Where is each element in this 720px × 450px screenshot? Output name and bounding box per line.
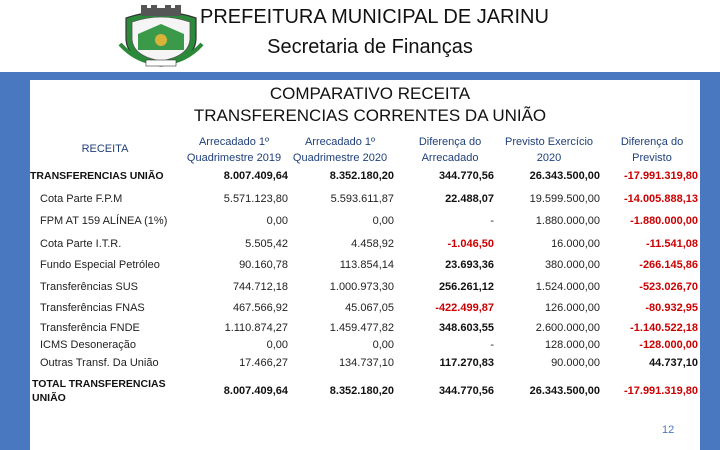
total-row-label: TOTAL TRANSFERENCIAS UNIÃO: [32, 378, 166, 404]
total-diferenca-previsto: -17.991.319,80: [623, 385, 698, 397]
cell-previsto: 19.599.500,00: [529, 193, 600, 205]
cell-arrecadado-2019: 744.712,18: [232, 281, 288, 293]
total-arrecadado-2020: 8.352.180,20: [329, 385, 394, 397]
cell-diferenca-previsto: -14.005.888,13: [623, 193, 698, 205]
page-number: 12: [662, 424, 675, 436]
column-header-arrecadado-2019: Arrecadado 1º Quadrimestre 2019: [186, 136, 282, 164]
cell-diferenca-previsto: -128.000,00: [639, 339, 698, 351]
department-subtitle: Secretaria de Finanças: [267, 36, 473, 58]
table-row: Cota Parte I.T.R. 5.505,42 4.458,92 -1.0…: [30, 238, 700, 258]
table-total-row: TOTAL TRANSFERENCIAS UNIÃO 8.007.409,64 …: [30, 377, 700, 409]
cell-arrecadado-2020: 1.459.477,82: [329, 322, 394, 334]
cell-previsto: 2.600.000,00: [535, 322, 600, 334]
cell-diferenca-arrecadado: -: [490, 215, 494, 227]
accent-band-left: [0, 72, 30, 450]
cell-previsto: 380.000,00: [544, 259, 600, 271]
table-row: Cota Parte F.P.M 5.571.123,80 5.593.611,…: [30, 193, 700, 213]
cell-previsto: 16.000,00: [551, 238, 600, 250]
cell-arrecadado-2020: 5.593.611,87: [330, 193, 394, 205]
table-row: Transferências SUS 744.712,18 1.000.973,…: [30, 281, 700, 301]
total-diferenca-arrecadado: 344.770,56: [438, 385, 494, 397]
cell-diferenca-arrecadado: -1.046,50: [447, 238, 494, 250]
table-row: ICMS Desoneração 0,00 0,00 - 128.000,00 …: [30, 339, 700, 359]
municipality-title: PREFEITURA MUNICIPAL DE JARINU: [200, 6, 549, 28]
cell-arrecadado-2019: 17.466,27: [239, 357, 288, 369]
cell-diferenca-arrecadado: -422.499,87: [435, 302, 494, 314]
cell-previsto: 1.524.000,00: [535, 281, 600, 293]
cell-diferenca-previsto: -11.541,08: [646, 238, 698, 250]
report-heading-line1: COMPARATIVO RECEITA: [269, 84, 471, 103]
table-row: Outras Transf. Da União 17.466,27 134.73…: [30, 357, 700, 377]
row-label: Outras Transf. Da União: [40, 357, 159, 369]
cell-previsto: 128.000,00: [544, 339, 600, 351]
cell-arrecadado-2020: 45.067,05: [345, 302, 394, 314]
column-header-diferenca-arrecadado: Diferença do Arrecadado: [418, 136, 482, 164]
column-header-diferenca-previsto: Diferença do Previsto: [620, 136, 684, 164]
column-header-arrecadado-2020: Arrecadado 1º Quadrimestre 2020: [292, 136, 388, 164]
total-previsto: 26.343.500,00: [529, 385, 600, 397]
cell-diferenca-arrecadado: 117.270,83: [439, 357, 494, 369]
cell-previsto: 1.880.000,00: [535, 215, 600, 227]
report-heading-line2: TRANSFERENCIAS CORRENTES DA UNIÃO: [193, 106, 547, 125]
row-label: Transferências FNAS: [40, 302, 145, 314]
content-sheet: [30, 80, 700, 450]
cell-previsto: 126.000,00: [544, 302, 600, 314]
cell-diferenca-arrecadado: 22.488,07: [445, 193, 494, 205]
accent-band-right: [700, 72, 720, 450]
cell-arrecadado-2020: 1.000.973,30: [329, 281, 394, 293]
table-row: Transferências FNAS 467.566,92 45.067,05…: [30, 302, 700, 322]
cell-arrecadado-2019: 5.571.123,80: [223, 193, 288, 205]
row-label: Transferência FNDE: [40, 322, 140, 334]
cell-previsto: 90.000,00: [551, 357, 600, 369]
cell-arrecadado-2019: 0,00: [266, 215, 288, 227]
cell-diferenca-previsto: 44.737,10: [649, 357, 698, 369]
cell-diferenca-previsto: -523.026,70: [639, 281, 698, 293]
cell-arrecadado-2019: 0,00: [266, 339, 288, 351]
cell-previsto: 26.343.500,00: [529, 170, 600, 182]
cell-diferenca-arrecadado: 344.770,56: [438, 170, 494, 182]
cell-arrecadado-2019: 467.566,92: [232, 302, 288, 314]
row-label: Transferências SUS: [40, 281, 139, 293]
table-row: FPM AT 159 ALÍNEA (1%) 0,00 0,00 - 1.880…: [30, 215, 700, 235]
cell-arrecadado-2019: 5.505,42: [245, 238, 288, 250]
cell-arrecadado-2020: 113.854,14: [339, 259, 394, 271]
page-header: PREFEITURA MUNICIPAL DE JARINU Secretari…: [0, 0, 720, 72]
row-label: FPM AT 159 ALÍNEA (1%): [40, 215, 168, 227]
cell-diferenca-arrecadado: 348.603,55: [438, 322, 494, 334]
row-label: ICMS Desoneração: [40, 339, 136, 351]
cell-arrecadado-2020: 8.352.180,20: [329, 170, 394, 182]
municipal-crest-icon: [118, 5, 204, 67]
cell-arrecadado-2019: 8.007.409,64: [223, 170, 288, 182]
row-label: Cota Parte I.T.R.: [40, 238, 122, 250]
cell-diferenca-arrecadado: 23.693,36: [445, 259, 494, 271]
cell-diferenca-previsto: -80.932,95: [645, 302, 698, 314]
cell-diferenca-previsto: -266.145,86: [639, 259, 698, 271]
receita-column-header: RECEITA: [81, 143, 129, 155]
cell-arrecadado-2020: 4.458,92: [351, 238, 394, 250]
cell-arrecadado-2019: 1.110.874,27: [224, 322, 288, 334]
cell-diferenca-arrecadado: 256.261,12: [438, 281, 494, 293]
cell-arrecadado-2020: 0,00: [372, 215, 394, 227]
cell-diferenca-previsto: -1.880.000,00: [630, 215, 698, 227]
total-arrecadado-2019: 8.007.409,64: [223, 385, 288, 397]
table-row: Transferência FNDE 1.110.874,27 1.459.47…: [30, 322, 700, 342]
cell-arrecadado-2020: 0,00: [372, 339, 394, 351]
table-row: Fundo Especial Petróleo 90.160,78 113.85…: [30, 259, 700, 279]
cell-arrecadado-2019: 90.160,78: [239, 259, 288, 271]
row-label: Cota Parte F.P.M: [40, 193, 123, 205]
cell-diferenca-arrecadado: -: [490, 339, 494, 351]
row-label: TRANSFERENCIAS UNIÃO: [30, 170, 164, 182]
column-header-previsto-exercicio: Previsto Exercício 2020: [504, 136, 594, 164]
cell-diferenca-previsto: -17.991.319,80: [623, 170, 698, 182]
cell-arrecadado-2020: 134.737,10: [338, 357, 394, 369]
cell-diferenca-previsto: -1.140.522,18: [630, 322, 698, 334]
table-row: TRANSFERENCIAS UNIÃO 8.007.409,64 8.352.…: [30, 170, 700, 190]
row-label: Fundo Especial Petróleo: [40, 259, 160, 271]
